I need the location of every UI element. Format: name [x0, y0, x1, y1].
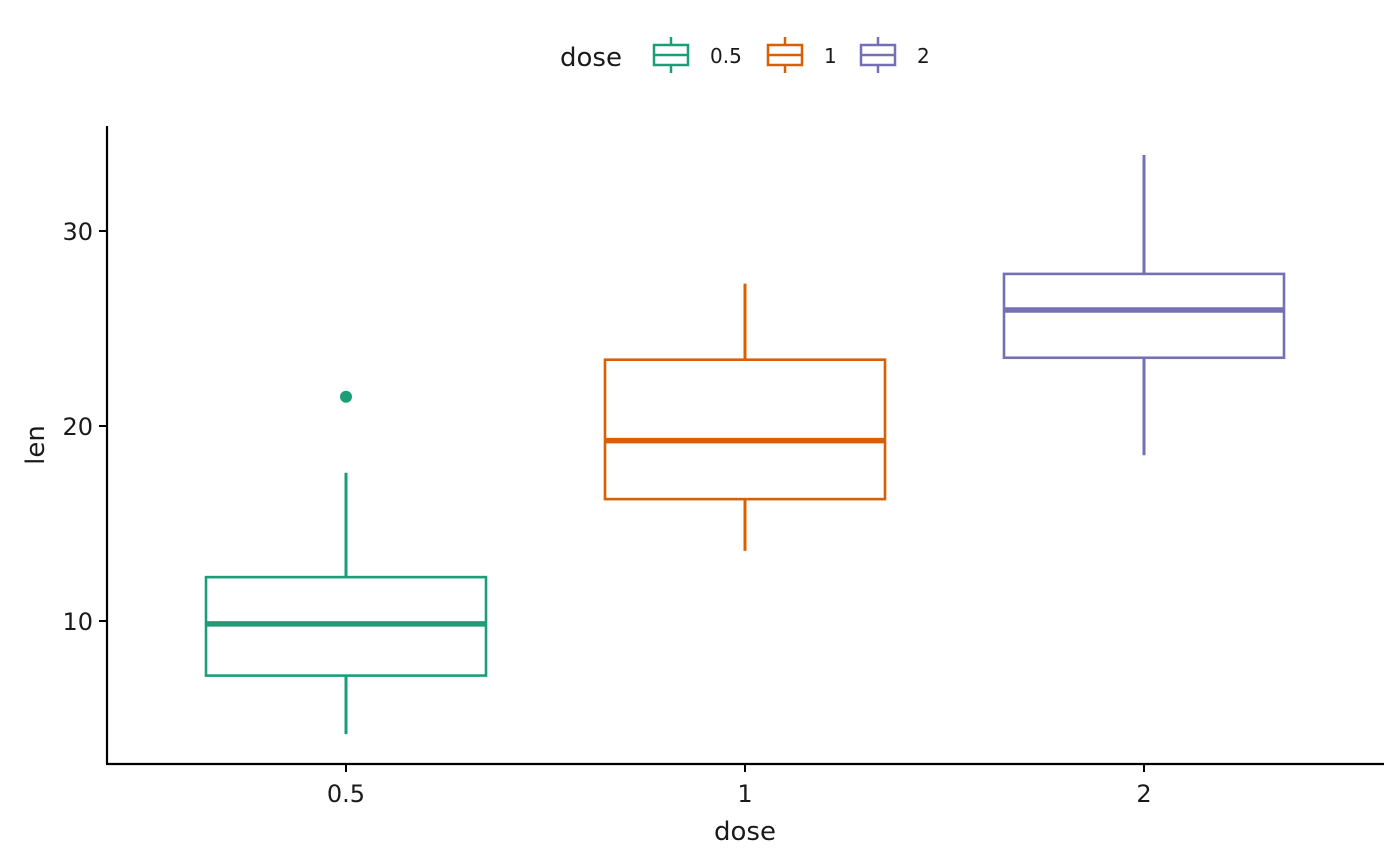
x-ticks: 0.5 1 2: [327, 764, 1152, 808]
legend-label: 1: [824, 44, 837, 68]
y-tick-label: 30: [62, 218, 93, 246]
legend-label: 2: [917, 44, 930, 68]
x-tick-label: 2: [1136, 780, 1151, 808]
legend-key-1: [766, 37, 804, 73]
y-ticks: 10 20 30: [62, 218, 107, 636]
y-axis-title: len: [21, 425, 51, 465]
box-1: [603, 283, 887, 551]
legend-key-2: [859, 37, 897, 73]
legend-title: dose: [560, 43, 622, 73]
boxes: [204, 154, 1286, 735]
x-tick-label: 1: [737, 780, 752, 808]
box-rect: [1002, 272, 1286, 360]
outlier-point: [340, 390, 352, 403]
box-0.5: [204, 390, 488, 735]
legend: dose 0.5 1 2: [560, 37, 930, 73]
y-tick-label: 10: [62, 608, 93, 636]
x-tick-label: 0.5: [327, 780, 365, 808]
box-2: [1002, 154, 1286, 456]
y-tick-label: 20: [62, 413, 93, 441]
box-rect: [603, 358, 887, 501]
legend-label: 0.5: [710, 44, 742, 68]
x-axis-title: dose: [714, 817, 776, 847]
legend-key-0.5: [652, 37, 690, 73]
